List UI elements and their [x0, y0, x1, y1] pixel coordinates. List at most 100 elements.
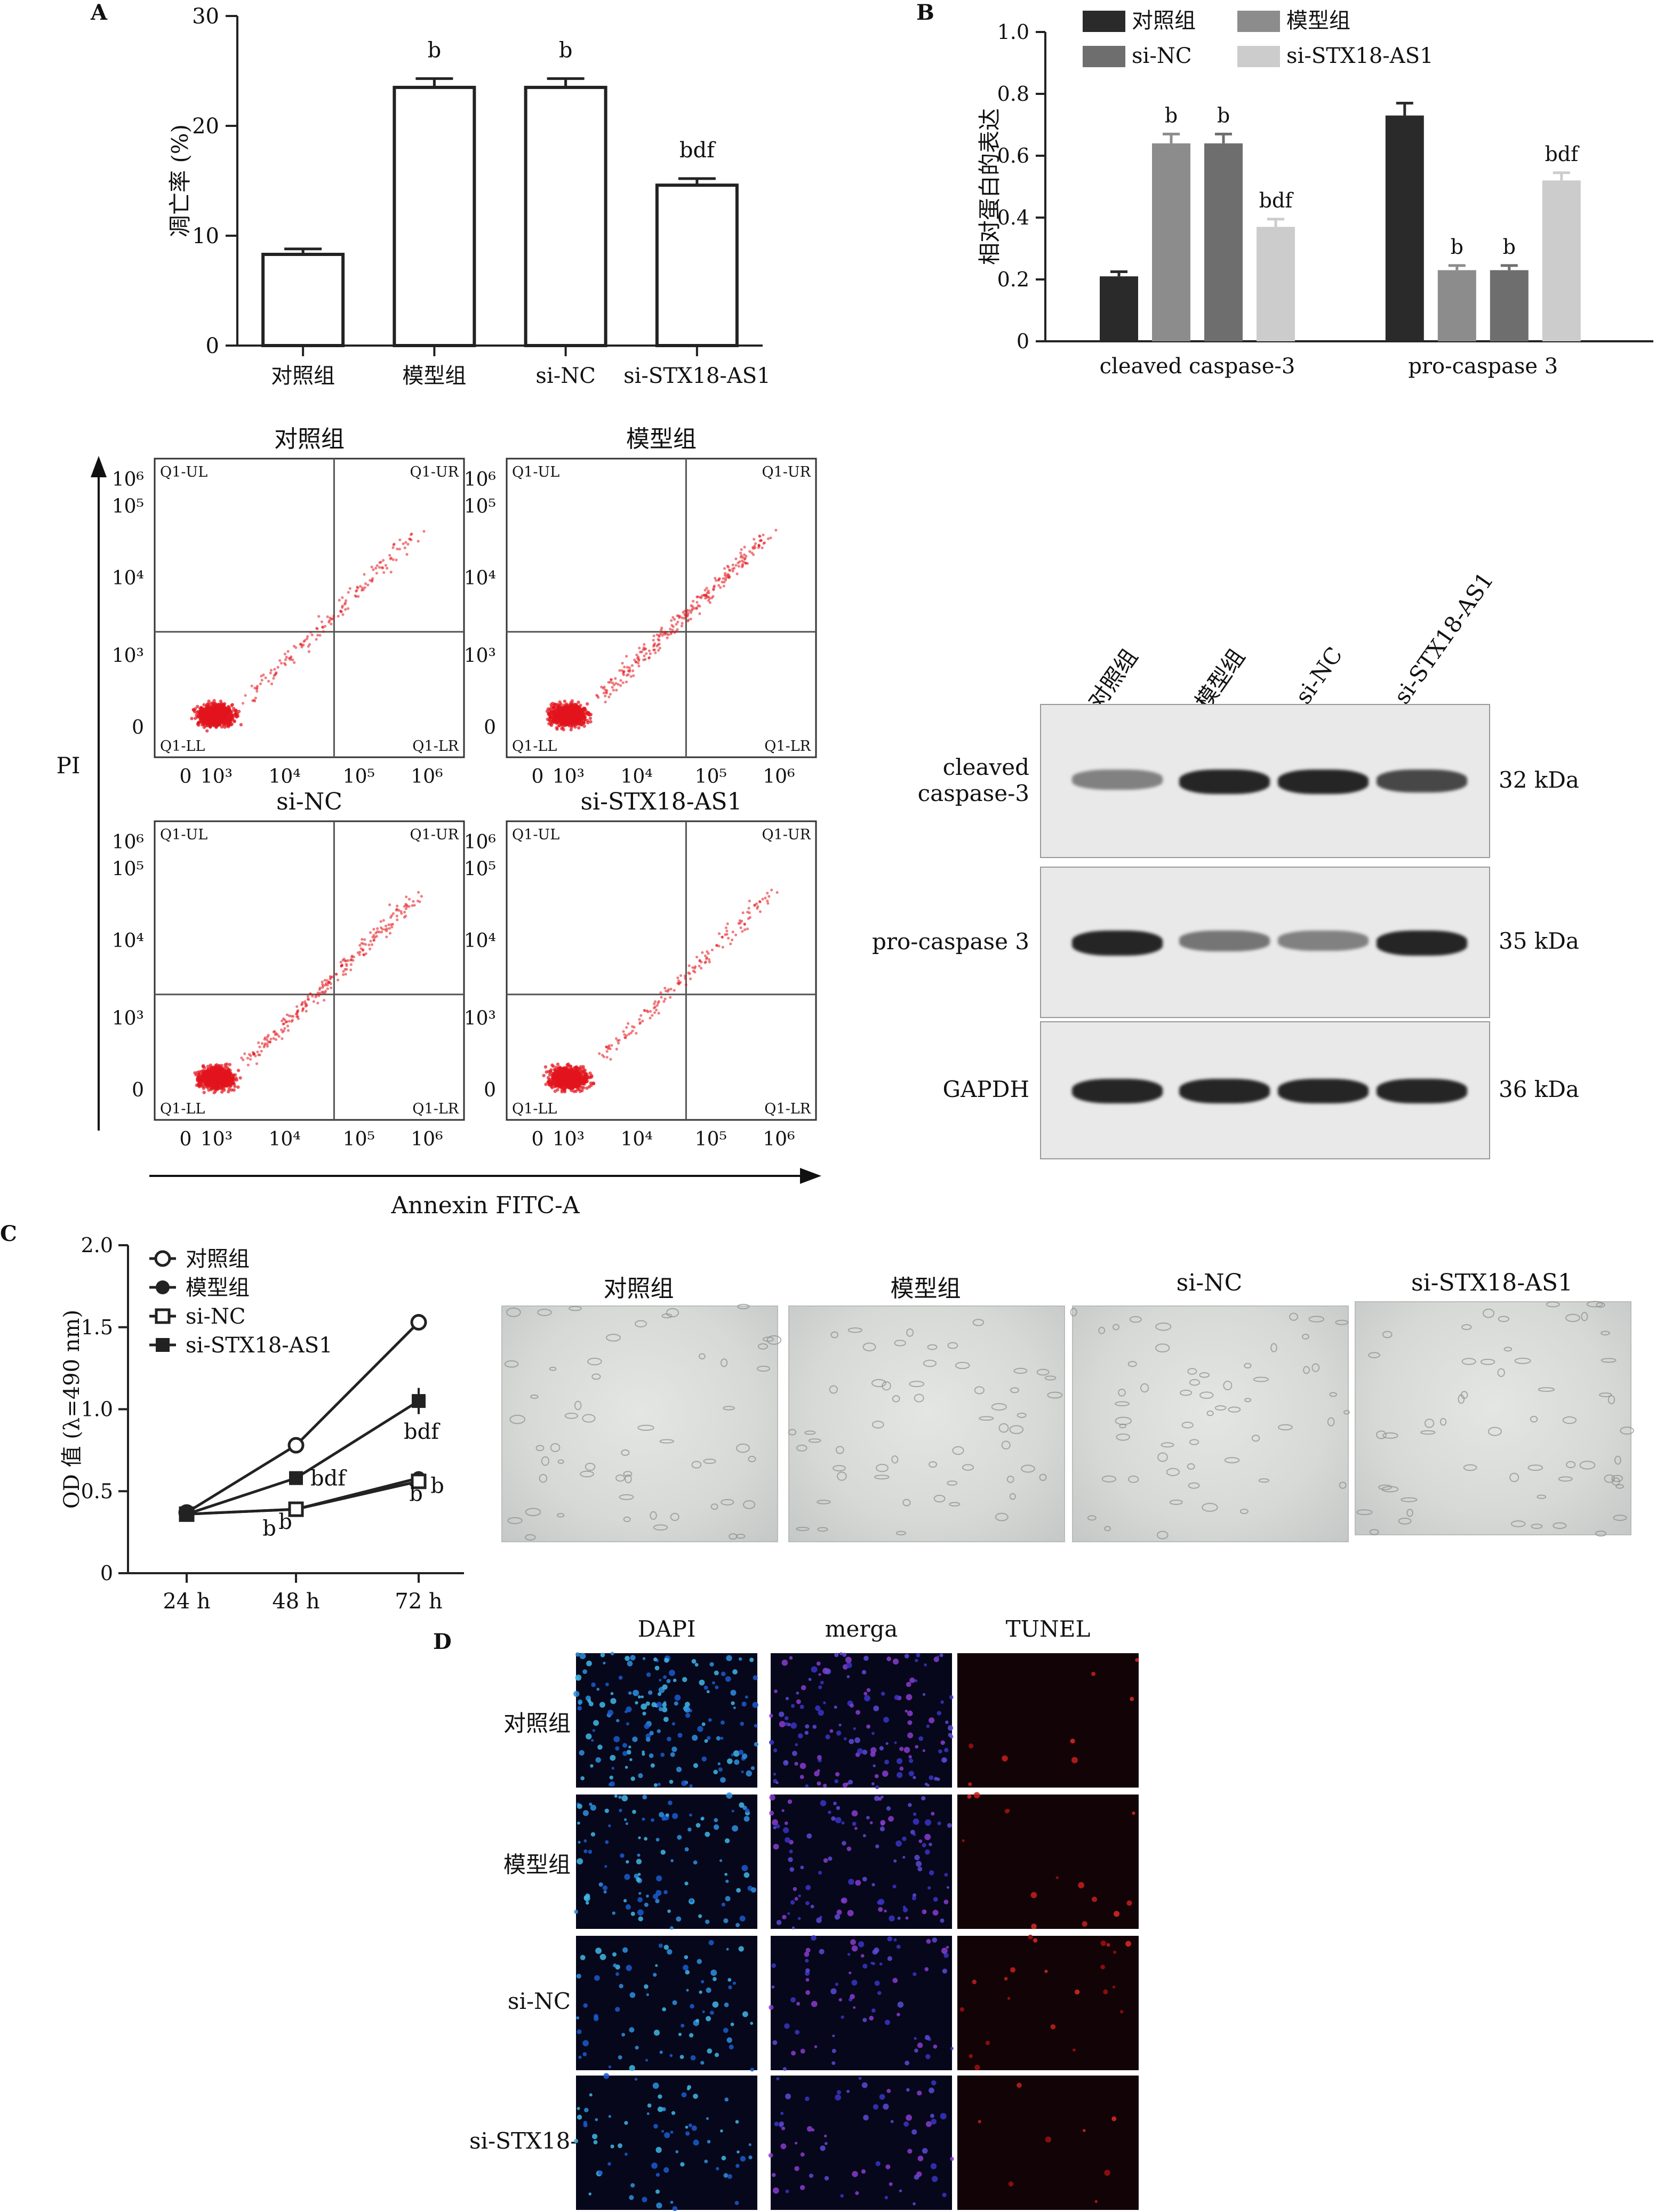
western-blot: 对照组 模型组 si-NC si-STX18-AS1 cleaved caspase-3 3…: [832, 565, 1680, 1168]
flow-dot: [239, 723, 243, 727]
tunel-column-label: DAPI: [637, 1616, 696, 1642]
flow-dot: [727, 936, 730, 940]
microscopy-cell: [757, 1343, 768, 1350]
flow-dot: [645, 652, 648, 655]
flow-dot: [378, 931, 381, 934]
tunel-nucleus: [734, 1759, 740, 1765]
flow-dot: [226, 722, 230, 725]
flow-dot: [741, 911, 745, 915]
c-y-tick-label: 0.5: [81, 1479, 113, 1503]
c-legend-item: si-STX18-AS1: [149, 1333, 333, 1358]
flow-dot: [649, 652, 652, 655]
a-y-tick-label: 20: [192, 114, 219, 139]
microscopy-cell: [541, 1456, 550, 1466]
flow-dot: [384, 564, 387, 567]
flow-dot: [685, 615, 689, 618]
b-bar: [1204, 143, 1243, 341]
microscopy-cell: [1565, 1313, 1580, 1323]
flow-dot: [356, 586, 359, 589]
flow-dot: [612, 683, 616, 686]
flow-dot: [721, 935, 724, 939]
flow-dot: [746, 927, 749, 931]
flow-dot: [195, 713, 198, 717]
flow-dot: [729, 942, 732, 946]
microscopy-cell: [1614, 1455, 1621, 1465]
flow-dot: [388, 903, 391, 907]
microscopy-cell: [1406, 1509, 1413, 1517]
flow-dot: [740, 559, 743, 563]
microscopy-cell: [1118, 1389, 1126, 1397]
flow-dot: [413, 903, 416, 907]
flow-dot: [609, 1047, 612, 1051]
flow-dot: [628, 666, 631, 669]
flow-dot: [404, 541, 407, 544]
microscopy-cell: [1510, 1520, 1526, 1527]
flow-dot: [549, 715, 553, 719]
flow-dot: [395, 558, 398, 562]
flow-dot: [549, 1083, 553, 1087]
flow-dot: [688, 972, 691, 975]
flow-dot: [630, 664, 634, 667]
microscopy-cell: [766, 1335, 782, 1345]
flow-dot: [582, 724, 586, 728]
flow-dot: [407, 898, 411, 901]
flow-dot: [638, 1022, 642, 1025]
c-x-tick-label: 72 h: [395, 1589, 442, 1614]
flow-dot: [347, 607, 350, 610]
flow-quadrant-ur: Q1-UR: [410, 827, 459, 843]
flow-plot-title: si-NC: [276, 788, 342, 815]
microscopy-cell: [1604, 1474, 1615, 1483]
flow-dot: [621, 662, 624, 665]
microscopy-cell: [1620, 1427, 1634, 1435]
flow-dot: [707, 589, 710, 592]
flow-dot: [299, 643, 302, 646]
flow-dot: [330, 622, 333, 626]
flow-dot: [676, 614, 679, 618]
flow-dot: [363, 586, 366, 589]
flow-dot: [558, 1076, 562, 1079]
flow-dot: [585, 702, 589, 706]
flow-dot: [542, 1074, 546, 1078]
microscopy-cell: [580, 1470, 594, 1478]
flow-dot: [558, 700, 562, 704]
flow-dot: [639, 1014, 643, 1017]
c-marker: [288, 1501, 304, 1517]
c-y-tick-label: 2.0: [81, 1233, 113, 1257]
flow-x-tick-label: 10⁴: [268, 1128, 300, 1150]
flow-dot: [292, 645, 296, 648]
microscopy-cells: [504, 1303, 782, 1541]
flow-dot: [227, 1074, 231, 1077]
microscopy-cell: [796, 1527, 810, 1532]
flow-dot: [324, 983, 327, 987]
flow-dot: [774, 528, 778, 532]
tunel-nucleus: [662, 1684, 668, 1690]
flow-x-tick-label: 10³: [201, 1128, 233, 1150]
flow-x-tick-label: 10⁶: [763, 766, 795, 788]
flow-dot: [602, 686, 605, 690]
tunel-nucleus: [691, 1659, 697, 1664]
c-legend-item: si-NC: [149, 1304, 245, 1329]
flow-x-tick-label: 10⁶: [763, 1128, 795, 1150]
flow-dot: [292, 1015, 295, 1018]
flow-dot: [345, 599, 348, 602]
flow-dot: [706, 950, 709, 954]
tunel-nucleus: [685, 1713, 691, 1718]
tunel-nucleus: [667, 1736, 671, 1742]
microscopy-cell: [1251, 1435, 1260, 1442]
flow-dot: [547, 718, 551, 722]
b-bar: [1257, 227, 1295, 341]
western-band: [1071, 1078, 1163, 1104]
microscopy-cell: [1599, 1392, 1612, 1397]
flow-dot: [764, 896, 767, 900]
microscopy-cell: [729, 1533, 738, 1540]
a-bar: [655, 183, 739, 347]
flow-x-tick-label: 10⁵: [695, 1128, 727, 1150]
flow-dot: [731, 570, 734, 573]
flow-dot: [389, 916, 393, 919]
flow-dot: [725, 930, 729, 933]
tunel-image: [573, 1652, 759, 1788]
flow-dot: [637, 664, 641, 668]
flow-dot: [761, 546, 764, 549]
flow-dot: [690, 604, 693, 607]
flow-dot: [734, 557, 738, 560]
